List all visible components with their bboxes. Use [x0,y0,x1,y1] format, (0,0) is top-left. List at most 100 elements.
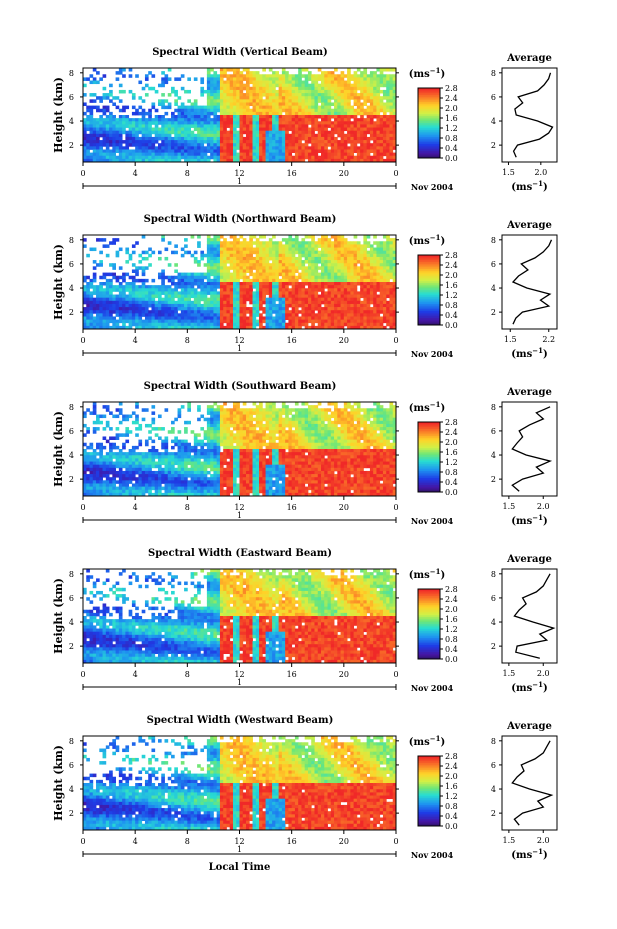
heatmap-cell [294,294,299,299]
heatmap-cell [324,99,328,103]
heatmap-cell [360,275,364,280]
heatmap-cell [164,303,169,308]
heatmap-cell [259,127,263,132]
heatmap-cell [249,325,253,330]
heatmap-cell [373,307,377,311]
heatmap-cell [311,250,315,255]
heatmap-cell [135,140,139,144]
colorbar-segment [418,283,440,286]
heatmap-cell [122,278,126,283]
heatmap-cell [187,133,191,138]
heatmap-cell [281,278,286,283]
heatmap-cell [278,80,283,85]
heatmap-cell [350,288,355,292]
heatmap-cell [203,310,208,314]
heatmap-cell [96,105,100,110]
heatmap-cell [314,260,319,264]
colorbar-segment [418,260,440,263]
heatmap-cell [314,307,319,311]
heatmap-cell [115,319,120,324]
heatmap-cell [369,102,374,106]
heatmap-cell [164,143,169,147]
heatmap-cell [353,256,358,261]
heatmap-cell [389,285,394,289]
heatmap-cell [294,102,299,106]
heatmap-cell [340,322,345,327]
heatmap-cell [298,316,302,320]
heatmap-cell [229,133,234,138]
heatmap-cell [340,155,345,160]
heatmap-cell [141,266,146,270]
heatmap-cell [151,105,156,110]
heatmap-cell [350,253,355,258]
heatmap-cell [115,307,120,311]
heatmap-cell [330,111,335,116]
heatmap-cell [252,325,257,330]
heatmap-cell [115,303,120,308]
heatmap-cell [330,266,335,270]
heatmap-cell [278,288,283,292]
heatmap-cell [102,458,107,462]
heatmap-cell [242,303,247,308]
heatmap-cell [203,155,208,160]
heatmap-cell [291,278,296,283]
heatmap-cell [327,149,332,153]
heatmap-cell [239,71,244,75]
heatmap-cell [144,121,149,125]
heatmap-cell [232,247,237,252]
heatmap-cell [236,319,240,324]
heatmap-cell [304,319,309,324]
heatmap-cell [389,247,394,252]
heatmap-cell [265,83,270,88]
heatmap-cell [148,118,152,122]
heatmap-cell [298,121,302,125]
heatmap-cell [317,86,322,91]
heatmap-cell [347,155,351,160]
heatmap-cell [330,149,335,153]
heatmap-cell [340,266,345,270]
heatmap-cell [112,272,116,277]
heatmap-cell [177,108,182,113]
heatmap-cell [324,256,328,261]
heatmap-cell [262,297,266,302]
heatmap-cell [213,89,218,94]
heatmap-cell [334,152,338,157]
heatmap-cell [311,108,315,113]
heatmap-cell [275,263,280,267]
heatmap-cell [389,256,394,261]
heatmap-cell [337,86,341,91]
heatmap-cell [285,133,289,138]
heatmap-cell [249,291,253,295]
heatmap-cell [272,143,276,147]
heatmap-cell [219,256,224,261]
heatmap-cell [392,238,397,242]
heatmap-cell [125,124,130,128]
heatmap-cell [353,93,358,97]
heatmap-cell [360,316,364,320]
heatmap-cell [360,325,364,330]
heatmap-cell [259,158,263,163]
heatmap-cell [229,74,234,78]
heatmap-cell [157,143,162,147]
heatmap-cell [180,285,185,289]
colorbar-unit: (ms−1) [409,233,445,248]
heatmap-cell [249,266,253,270]
heatmap-cell [239,269,244,273]
heatmap-cell [99,155,103,160]
colorbar-segment [418,152,440,155]
heatmap-cell [360,111,364,116]
heatmap-cell [161,275,165,280]
heatmap-cell [288,275,293,280]
heatmap-cell [86,427,90,431]
heatmap-cell [131,313,136,317]
heatmap-cell [298,288,302,292]
heatmap-cell [373,250,377,255]
heatmap-cell [366,93,371,97]
profile-x-label: (ms−1) [511,346,547,361]
heatmap-cell [366,235,371,239]
heatmap-cell [177,325,182,330]
heatmap-cell [294,136,299,141]
heatmap-cell [213,307,218,311]
heatmap-cell [298,86,302,91]
colorbar-segment [418,144,440,147]
